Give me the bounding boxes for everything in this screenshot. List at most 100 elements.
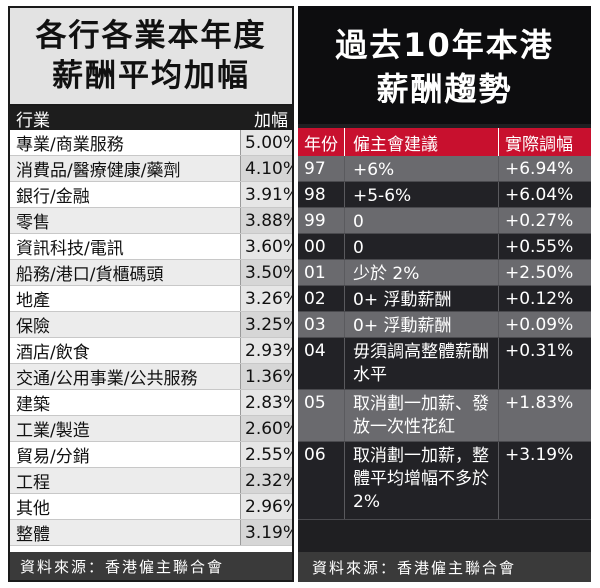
col-header-industry: 行業 <box>16 110 50 131</box>
trend-row: 98 +5-6% +6.04% <box>298 182 591 208</box>
industry-name: 其他 <box>16 499 50 519</box>
industry-row: 地產 3.26% <box>10 286 292 312</box>
trend-source-note: 資料來源：香港僱主聯合會 <box>298 552 591 582</box>
industry-increase: 5.00% <box>240 130 292 155</box>
industry-table-header: 行業 加幅 <box>10 106 292 131</box>
trend-actual: +0.27% <box>498 208 591 233</box>
trend-recommend: 0+ 浮動薪酬 <box>344 286 498 311</box>
trend-actual: +6.94% <box>498 156 591 181</box>
industry-increase: 3.91% <box>240 182 292 207</box>
col-header-increase: 加幅 <box>254 110 288 131</box>
trend-recommend: 0+ 浮動薪酬 <box>344 312 498 337</box>
industry-row: 交通/公用事業/公共服務 1.36% <box>10 364 292 390</box>
trend-actual: +0.55% <box>498 234 591 259</box>
trend-year: 99 <box>304 211 326 231</box>
trend-row: 97 +6% +6.94% <box>298 156 591 182</box>
trend-recommend: 少於 2% <box>344 260 498 285</box>
industry-row: 工業/製造 2.60% <box>10 416 292 442</box>
trend-actual: +2.50% <box>498 260 591 285</box>
industry-row: 專業/商業服務 5.00% <box>10 130 292 156</box>
industry-row: 貿易/分銷 2.55% <box>10 442 292 468</box>
industry-row: 資訊科技/電訊 3.60% <box>10 234 292 260</box>
trend-year: 00 <box>304 237 326 257</box>
col-header-actual: 實際調幅 <box>498 128 591 156</box>
industry-panel-header: 各行各業本年度 薪酬平均加幅 <box>10 8 292 106</box>
industry-name: 地產 <box>16 291 50 311</box>
industry-name: 貿易/分銷 <box>16 447 90 467</box>
industry-row: 工程 2.32% <box>10 468 292 494</box>
trend-year: 06 <box>304 445 326 465</box>
trend-table-header: 年份 僱主會建議 實際調幅 <box>298 128 591 156</box>
trend-year: 98 <box>304 185 326 205</box>
trend-row: 02 0+ 浮動薪酬 +0.12% <box>298 286 591 312</box>
trend-row: 04 毋須調高整體薪酬水平 +0.31% <box>298 338 591 390</box>
industry-increase: 3.25% <box>240 312 292 337</box>
trend-panel-header: 過去10年本港 薪酬趨勢 <box>298 6 591 124</box>
industry-increase: 3.19% <box>240 520 292 545</box>
industry-increase: 3.26% <box>240 286 292 311</box>
industry-name: 整體 <box>10 520 240 545</box>
trend-actual: +0.31% <box>498 338 591 389</box>
industry-name: 銀行/金融 <box>16 187 90 207</box>
trend-actual: +6.04% <box>498 182 591 207</box>
trend-year: 04 <box>304 341 326 361</box>
trend-title-line1: 過去10年本港 <box>335 26 554 64</box>
trend-year: 97 <box>304 159 326 179</box>
trend-row: 99 0 +0.27% <box>298 208 591 234</box>
industry-title-line2: 薪酬平均加幅 <box>52 58 250 94</box>
industry-row: 零售 3.88% <box>10 208 292 234</box>
industry-increase: 2.55% <box>240 442 292 467</box>
industry-increase: 3.88% <box>240 208 292 233</box>
trend-row: 03 0+ 浮動薪酬 +0.09% <box>298 312 591 338</box>
trend-table-body: 97 +6% +6.94% 98 +5-6% +6.04% 99 0 +0.27% 00 0 +0.5… <box>298 156 591 520</box>
trend-recommend: 取消劃一加薪，整體平均增幅不多於 2% <box>344 442 498 519</box>
trend-year: 05 <box>304 393 326 413</box>
trend-actual: +0.09% <box>498 312 591 337</box>
trend-recommend: +5-6% <box>344 182 498 207</box>
industry-increase: 2.83% <box>240 390 292 415</box>
industry-row: 船務/港口/貨櫃碼頭 3.50% <box>10 260 292 286</box>
trend-year: 02 <box>304 289 326 309</box>
industry-source-note: 資料來源：香港僱主聯合會 <box>10 552 292 580</box>
salary-trend-panel: 過去10年本港 薪酬趨勢 年份 僱主會建議 實際調幅 97 +6% +6.94% 98… <box>298 6 591 582</box>
industry-name: 資訊科技/電訊 <box>16 239 124 259</box>
industry-increase: 2.60% <box>240 416 292 441</box>
trend-actual: +3.19% <box>498 442 591 519</box>
industry-row: 酒店/飲食 2.93% <box>10 338 292 364</box>
industry-title-line1: 各行各業本年度 <box>35 18 267 54</box>
industry-increase: 2.93% <box>240 338 292 363</box>
industry-name: 建築 <box>16 395 50 415</box>
trend-row: 06 取消劃一加薪，整體平均增幅不多於 2% +3.19% <box>298 442 591 520</box>
industry-name: 專業/商業服務 <box>16 135 124 155</box>
industry-increase: 3.50% <box>240 260 292 285</box>
industry-name: 工業/製造 <box>10 416 240 441</box>
trend-title-line2: 薪酬趨勢 <box>376 70 513 108</box>
trend-row: 01 少於 2% +2.50% <box>298 260 591 286</box>
trend-recommend: 取消劃一加薪、發放一次性花紅 <box>344 390 498 441</box>
industry-raise-panel: 各行各業本年度 薪酬平均加幅 行業 加幅 專業/商業服務 5.00% 消費品/醫療健… <box>8 6 294 582</box>
industry-increase: 4.10% <box>240 156 292 181</box>
industry-table-body: 專業/商業服務 5.00% 消費品/醫療健康/藥劑 4.10% 銀行/金融 3.91% 零售… <box>10 130 292 546</box>
industry-row: 整體 3.19% <box>10 520 292 546</box>
industry-row: 建築 2.83% <box>10 390 292 416</box>
industry-name: 保險 <box>10 312 240 337</box>
trend-recommend: +6% <box>344 156 498 181</box>
industry-name: 船務/港口/貨櫃碼頭 <box>10 260 240 285</box>
industry-name: 工程 <box>10 468 240 493</box>
industry-row: 銀行/金融 3.91% <box>10 182 292 208</box>
trend-row: 00 0 +0.55% <box>298 234 591 260</box>
industry-row: 其他 2.96% <box>10 494 292 520</box>
industry-increase: 2.32% <box>240 468 292 493</box>
trend-recommend: 0 <box>344 208 498 233</box>
trend-recommend: 毋須調高整體薪酬水平 <box>344 338 498 389</box>
col-header-recommend: 僱主會建議 <box>344 128 498 156</box>
industry-name: 零售 <box>10 208 240 233</box>
industry-name: 酒店/飲食 <box>16 343 90 363</box>
industry-row: 消費品/醫療健康/藥劑 4.10% <box>10 156 292 182</box>
industry-name: 消費品/醫療健康/藥劑 <box>10 156 240 181</box>
trend-row: 05 取消劃一加薪、發放一次性花紅 +1.83% <box>298 390 591 442</box>
industry-increase: 1.36% <box>240 364 292 389</box>
trend-year: 01 <box>304 263 326 283</box>
trend-actual: +0.12% <box>498 286 591 311</box>
trend-recommend: 0 <box>344 234 498 259</box>
